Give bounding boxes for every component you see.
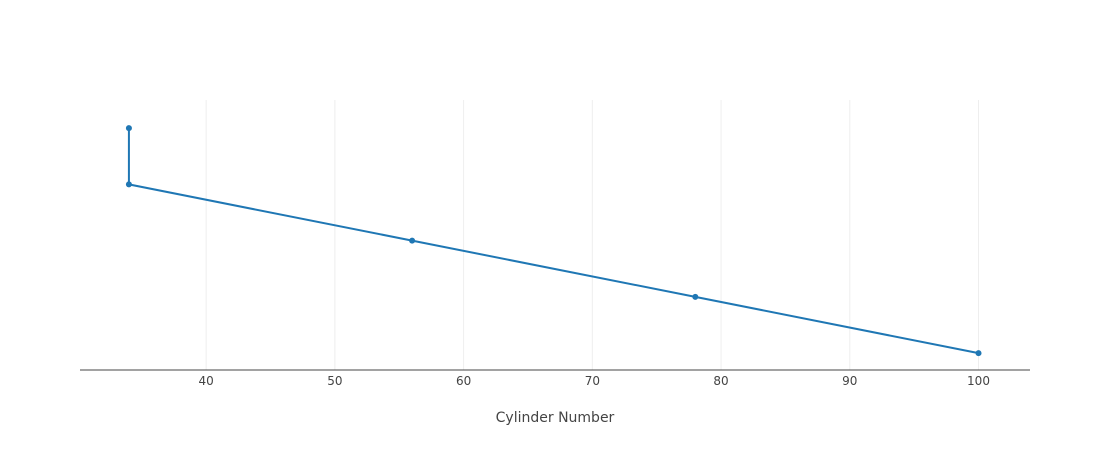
x-tick-label-80: 80 bbox=[713, 374, 728, 388]
x-tick-label-60: 60 bbox=[456, 374, 471, 388]
x-axis-title: Cylinder Number bbox=[496, 410, 615, 426]
data-point-0-3[interactable] bbox=[692, 293, 699, 300]
data-point-0-4[interactable] bbox=[975, 350, 982, 357]
x-tick-label-90: 90 bbox=[842, 374, 857, 388]
series-line-0 bbox=[127, 128, 979, 355]
x-tick-label-40: 40 bbox=[199, 374, 214, 388]
x-gridlines bbox=[205, 100, 980, 370]
x-tick-label-70: 70 bbox=[585, 374, 600, 388]
x-tick-labels: 40 50 60 70 80 90 100 bbox=[199, 374, 990, 388]
data-point-0-0[interactable] bbox=[125, 125, 132, 132]
x-tick-label-100: 100 bbox=[967, 374, 990, 388]
data-point-0-2[interactable] bbox=[409, 237, 416, 244]
data-point-0-1[interactable] bbox=[125, 181, 132, 188]
x-tick-label-50: 50 bbox=[327, 374, 342, 388]
series-layer bbox=[125, 125, 982, 357]
